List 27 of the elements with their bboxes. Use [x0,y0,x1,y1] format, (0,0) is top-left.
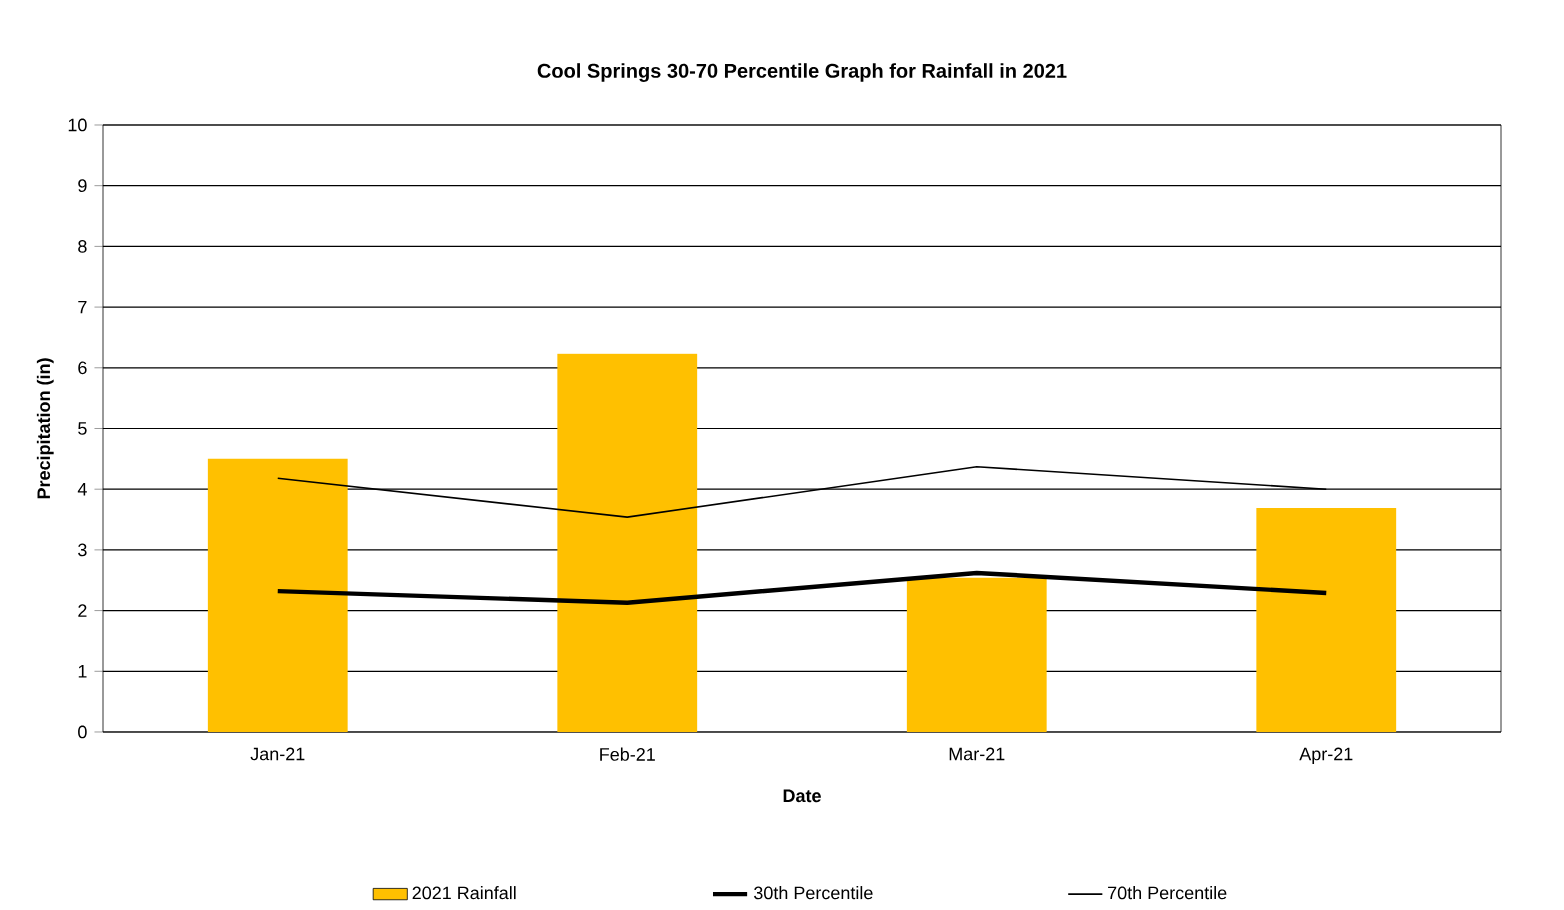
bar [207,458,348,732]
line-series [276,465,1328,518]
legend-label: 70th Percentile [1108,886,1227,900]
y-tick-label: 2 [78,604,87,617]
y-tick-label: 9 [78,179,87,193]
x-tick-label: Mar-21 [949,747,1005,761]
legend-label: 30th Percentile [754,886,873,900]
y-tick-label: 1 [78,665,87,678]
chart-title: Cool Springs 30-70 Percentile Graph for Rainfall in 2021 [537,63,1067,82]
legend-label: 2021 Rainfall [412,886,516,900]
y-tick-label: 10 [68,118,87,132]
y-tick-label: 5 [78,422,87,435]
y-tick-label: 6 [78,361,87,375]
x-tick-label: Apr-21 [1299,747,1353,764]
y-tick-label: 3 [78,543,87,557]
x-axis-title: Date [783,789,821,803]
line-series [275,570,1329,605]
y-axis-title: Precipitation (in) [36,358,54,499]
bar [1256,507,1397,732]
y-tick-label: 8 [78,239,87,253]
x-tick-label: Feb-21 [600,747,655,761]
y-tick-label: 7 [78,300,87,314]
y-tick-label: 4 [77,482,87,496]
bar [906,577,1047,732]
bar [557,353,698,732]
x-tick-label: Jan-21 [250,747,305,761]
y-tick-label: 0 [78,725,87,739]
